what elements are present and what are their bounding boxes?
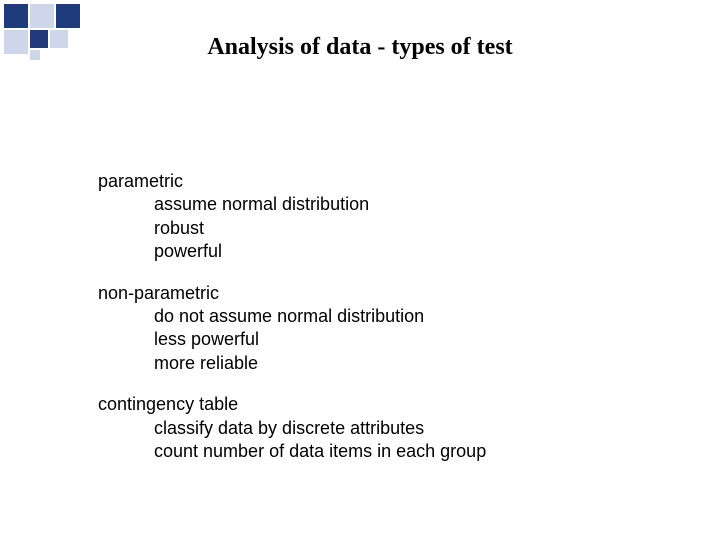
slide-content: parametricassume normal distributionrobu…: [98, 170, 658, 481]
section-heading: contingency table: [98, 393, 658, 416]
section: parametricassume normal distributionrobu…: [98, 170, 658, 264]
section-item: do not assume normal distribution: [98, 305, 658, 328]
section-heading: parametric: [98, 170, 658, 193]
section-item: classify data by discrete attributes: [98, 417, 658, 440]
deco-square: [56, 4, 80, 28]
slide: Analysis of data - types of test paramet…: [0, 0, 720, 540]
section-heading: non-parametric: [98, 282, 658, 305]
deco-square: [30, 4, 54, 28]
slide-title: Analysis of data - types of test: [0, 34, 720, 61]
section-item: more reliable: [98, 352, 658, 375]
deco-square: [4, 4, 28, 28]
section: contingency tableclassify data by discre…: [98, 393, 658, 463]
section-item: count number of data items in each group: [98, 440, 658, 463]
section-item: powerful: [98, 240, 658, 263]
section: non-parametricdo not assume normal distr…: [98, 282, 658, 376]
section-item: robust: [98, 217, 658, 240]
section-item: less powerful: [98, 328, 658, 351]
section-item: assume normal distribution: [98, 193, 658, 216]
